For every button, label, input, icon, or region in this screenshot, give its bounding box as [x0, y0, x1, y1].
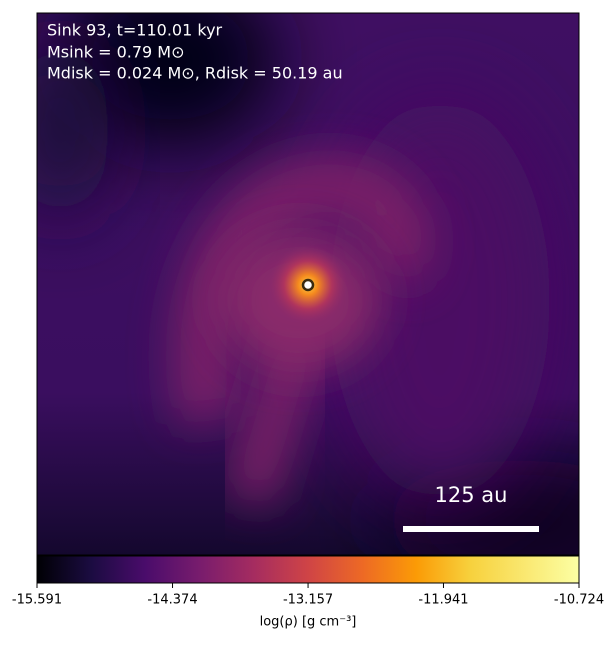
colorbar: [36, 555, 580, 584]
sink-marker: [301, 278, 315, 292]
scale-bar-label: 125 au: [435, 483, 508, 507]
density-image: [37, 13, 579, 555]
colorbar-tick-label: -11.941: [418, 593, 468, 608]
colorbar-tick-label: -15.591: [12, 593, 62, 608]
colorbar-tick-label: -14.374: [147, 593, 197, 608]
colorbar-tick-label: -10.724: [554, 593, 604, 608]
title-line: Msink = 0.79 M⊙: [47, 43, 185, 62]
frame: [36, 12, 580, 556]
scale-bar: [403, 526, 539, 532]
colorbar-label: log(ρ) [g cm⁻³]: [260, 615, 357, 630]
title-line: Sink 93, t=110.01 kyr: [47, 21, 223, 40]
title-line: Mdisk = 0.024 M⊙, Rdisk = 50.19 au: [47, 64, 343, 83]
colorbar-tick-label: -13.157: [283, 593, 333, 608]
